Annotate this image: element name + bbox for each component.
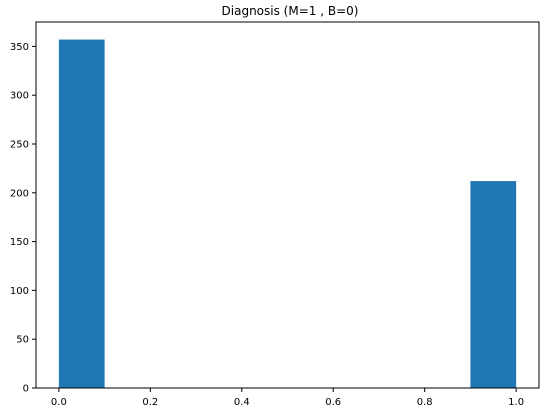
x-tick-label-2: 0.4 (234, 397, 250, 408)
bar-9 (470, 181, 517, 388)
y-tick-label-1: 50 (16, 335, 29, 346)
y-tick-label-5: 250 (10, 140, 29, 151)
x-tick-label-3: 0.6 (325, 397, 341, 408)
y-tick-label-6: 300 (10, 91, 29, 102)
y-tick-label-7: 350 (10, 42, 29, 53)
x-tick-label-5: 1.0 (508, 397, 524, 408)
bar-0 (58, 39, 105, 389)
y-tick-label-3: 150 (10, 237, 29, 248)
plot-area: 0.0 0.2 0.4 0.6 0.8 1.0 0 50 100 150 200 250 300 350 (10, 39, 524, 408)
x-tick-label-4: 0.8 (417, 397, 433, 408)
x-tick-label-1: 0.2 (142, 397, 158, 408)
y-tick-label-0: 0 (23, 384, 29, 395)
y-tick-label-4: 200 (10, 188, 29, 199)
y-tick-label-2: 100 (10, 286, 29, 297)
chart-title: Diagnosis (M=1 , B=0) (222, 4, 359, 18)
x-tick-label-0: 0.0 (51, 397, 67, 408)
axes-frame (35, 21, 540, 389)
